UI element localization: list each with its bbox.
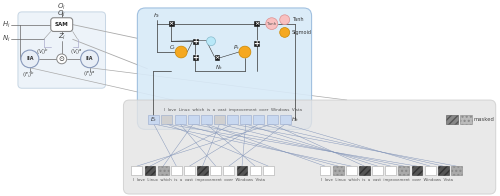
Text: $O_i$: $O_i$ <box>58 2 66 12</box>
Text: $(F_i)^b$: $(F_i)^b$ <box>22 69 34 80</box>
Text: $C_t$: $C_t$ <box>170 43 177 52</box>
Text: I  love  Linux  which  is  a  vast  improvement  over  Windows  Vista: I love Linux which is a vast improvement… <box>321 178 453 182</box>
Bar <box>424 166 436 175</box>
Circle shape <box>175 46 187 58</box>
Bar <box>320 166 330 175</box>
Bar <box>236 166 248 175</box>
Text: ×: × <box>254 21 260 26</box>
Bar <box>214 115 225 124</box>
Circle shape <box>21 50 39 68</box>
Bar <box>132 166 142 175</box>
Text: Tanh: Tanh <box>292 17 303 22</box>
Bar <box>332 166 344 175</box>
Bar <box>174 115 186 124</box>
Bar <box>460 115 472 124</box>
Text: masked: masked <box>474 117 494 122</box>
Bar <box>266 115 278 124</box>
Bar <box>188 115 198 124</box>
Text: Sigmoid: Sigmoid <box>292 30 312 35</box>
Bar <box>372 166 383 175</box>
Text: I  love  Linux  which  is  a  vast  improvement  over  Windows  Vista: I love Linux which is a vast improvement… <box>164 108 302 112</box>
Text: $O_i$: $O_i$ <box>58 9 66 19</box>
Bar <box>210 166 221 175</box>
Bar <box>197 166 208 175</box>
Text: $H_t$: $H_t$ <box>291 115 298 124</box>
Text: $N_t$: $N_t$ <box>215 63 223 72</box>
Circle shape <box>280 28 289 37</box>
Bar <box>254 115 264 124</box>
FancyBboxPatch shape <box>138 8 312 129</box>
Bar <box>346 166 357 175</box>
Text: ×: × <box>168 21 174 26</box>
Text: $P_t$: $P_t$ <box>234 43 240 52</box>
Text: ⊙: ⊙ <box>59 56 64 62</box>
Text: SAM: SAM <box>55 22 68 27</box>
Circle shape <box>266 18 278 30</box>
Bar <box>192 39 198 44</box>
Text: +: + <box>192 37 198 46</box>
Bar <box>168 21 173 26</box>
Bar <box>184 166 195 175</box>
Bar <box>412 166 422 175</box>
Text: $(V_i)^a$: $(V_i)^a$ <box>70 47 83 57</box>
Bar <box>254 41 260 46</box>
Text: $(V_i)^b$: $(V_i)^b$ <box>36 47 50 57</box>
Circle shape <box>280 15 289 25</box>
Bar <box>144 166 156 175</box>
Bar <box>385 166 396 175</box>
Text: +: + <box>192 53 198 62</box>
Circle shape <box>206 37 216 46</box>
Bar <box>224 166 234 175</box>
FancyBboxPatch shape <box>18 12 106 88</box>
Bar <box>250 166 260 175</box>
FancyBboxPatch shape <box>51 18 72 32</box>
Text: $(F_i)^a$: $(F_i)^a$ <box>84 70 96 79</box>
Circle shape <box>56 54 66 64</box>
Circle shape <box>239 46 251 58</box>
Bar <box>201 115 212 124</box>
Bar <box>359 166 370 175</box>
Text: $N_i$: $N_i$ <box>2 34 11 44</box>
Bar <box>438 166 448 175</box>
Bar <box>162 115 172 124</box>
Bar <box>148 115 160 124</box>
Text: $h_t$: $h_t$ <box>154 11 161 20</box>
Bar <box>240 115 252 124</box>
Bar <box>446 115 458 124</box>
FancyBboxPatch shape <box>124 100 496 194</box>
Bar <box>171 166 182 175</box>
Bar <box>451 166 462 175</box>
Bar <box>227 115 238 124</box>
Text: IIA: IIA <box>86 56 94 61</box>
Bar <box>263 166 274 175</box>
Text: +: + <box>254 39 260 48</box>
Text: $Z_i$: $Z_i$ <box>58 32 66 43</box>
Text: Tanh: Tanh <box>267 22 276 26</box>
Text: I  love  Linux  which  is  a  vast  improvement  over  Windows  Vista: I love Linux which is a vast improvement… <box>132 178 264 182</box>
Bar <box>398 166 409 175</box>
Text: $E_t$: $E_t$ <box>150 115 157 124</box>
Bar <box>280 115 290 124</box>
Text: IIA: IIA <box>26 56 34 61</box>
Text: ×: × <box>214 55 220 60</box>
Text: $H_i$: $H_i$ <box>2 20 11 30</box>
Bar <box>192 55 198 60</box>
Bar <box>214 55 220 60</box>
Circle shape <box>80 50 98 68</box>
Bar <box>254 21 260 26</box>
Bar <box>158 166 168 175</box>
